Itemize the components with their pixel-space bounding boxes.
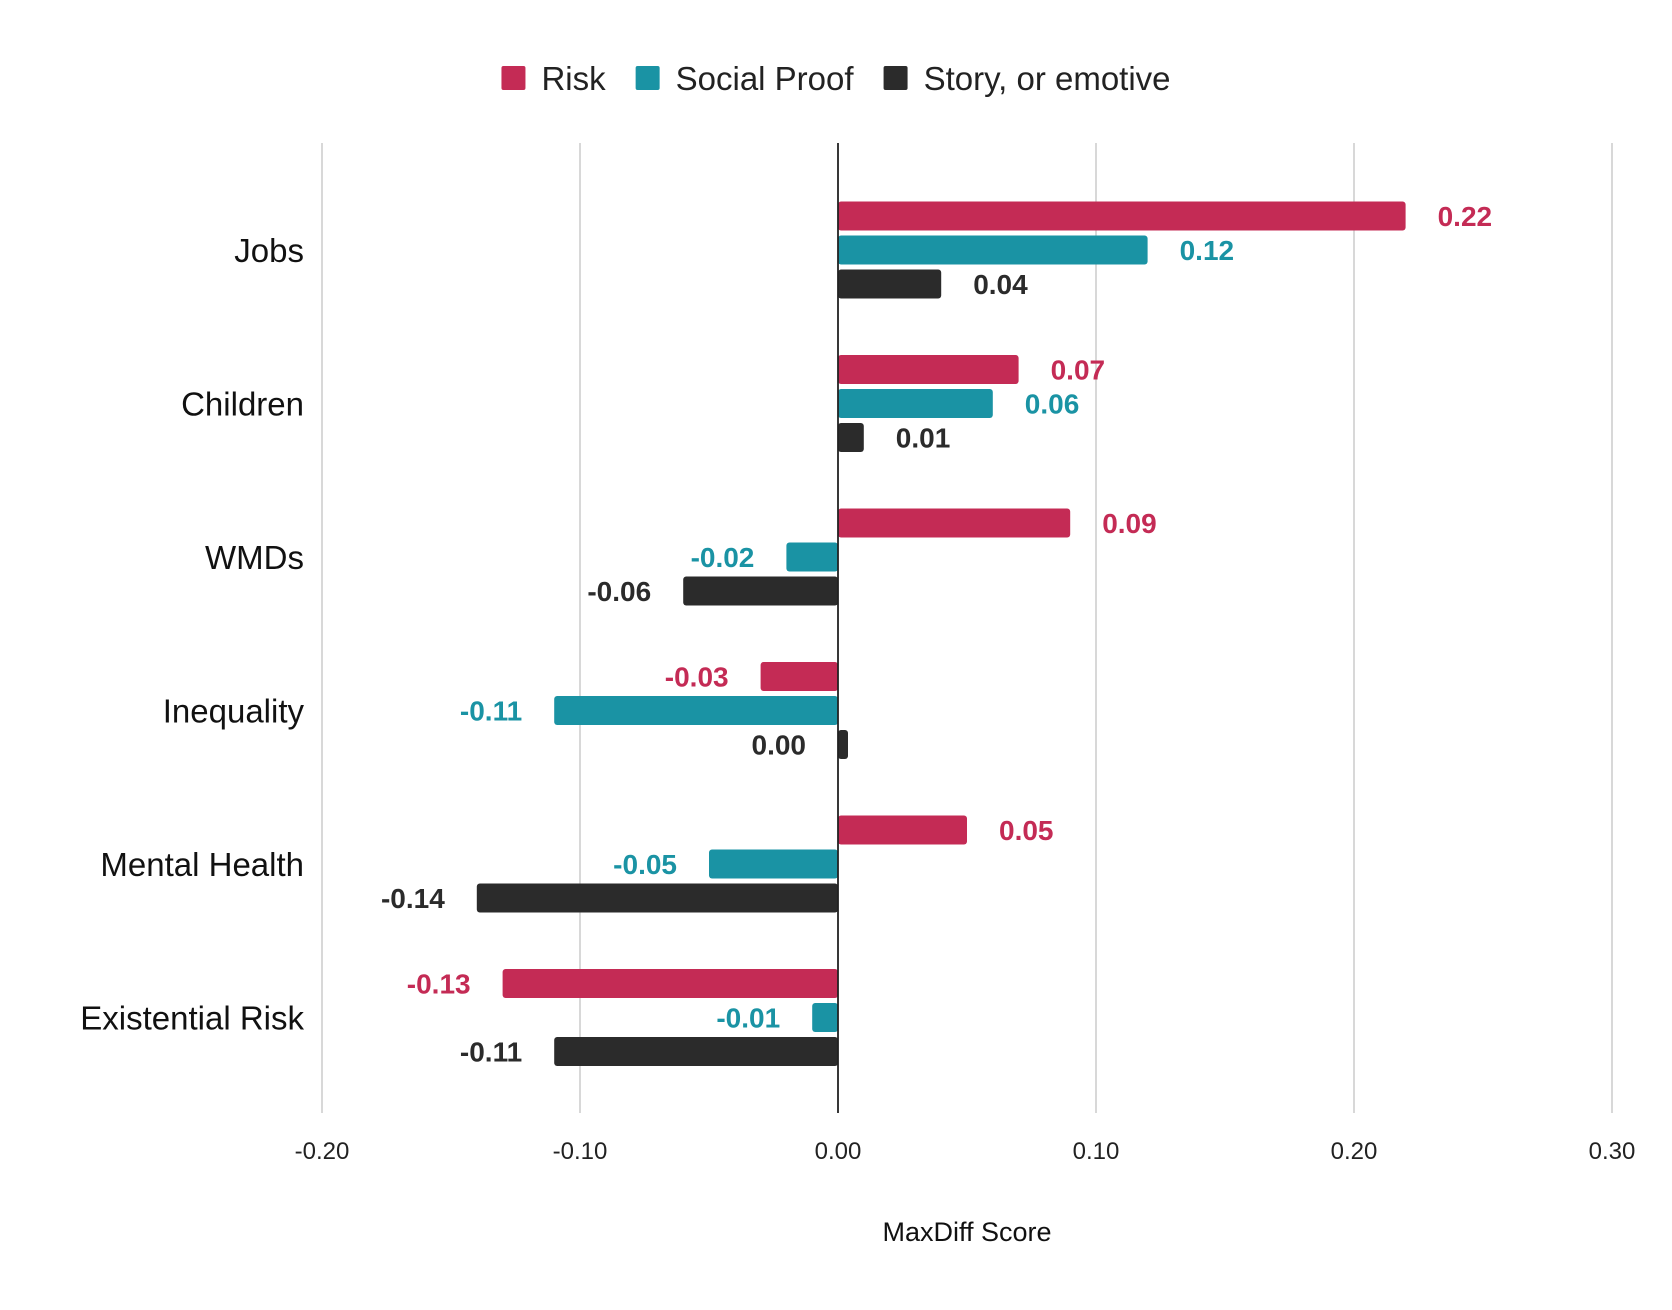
data-label-inequality-risk: -0.03	[665, 662, 729, 693]
category-labels: Jobs Children WMDs Inequality Mental Health E…	[80, 232, 304, 1037]
legend-swatch-risk	[501, 66, 526, 90]
bar-mental-health-social-proof	[709, 849, 838, 879]
data-label-children-story-or-emotive: 0.01	[896, 423, 951, 454]
legend-item-risk: Risk	[501, 60, 606, 97]
data-label-children-social-proof: 0.06	[1025, 389, 1080, 420]
legend-label-risk: Risk	[541, 60, 606, 97]
x-axis-title: MaxDiff Score	[882, 1217, 1051, 1247]
x-tick-labels: -0.20 -0.10 0.00 0.10 0.20 0.30	[295, 1138, 1636, 1165]
tick-label-0-30: 0.30	[1589, 1138, 1636, 1165]
data-label-mental-health-social-proof: -0.05	[613, 849, 677, 880]
data-label-inequality-social-proof: -0.11	[460, 696, 522, 727]
data-label-existential-risk-story-or-emotive: -0.11	[460, 1037, 522, 1068]
category-label-existential-risk: Existential Risk	[80, 1000, 304, 1037]
bars	[476, 201, 1406, 1066]
category-label-mental-health: Mental Health	[100, 846, 304, 883]
legend-item-story-or-emotive: Story, or emotive	[883, 60, 1171, 97]
category-label-children: Children	[181, 386, 304, 423]
data-label-jobs-risk: 0.22	[1438, 201, 1493, 232]
gridlines	[321, 143, 1613, 1113]
bar-wmds-story-or-emotive	[683, 576, 838, 606]
tick-label-0-20: -0.20	[295, 1138, 350, 1165]
bar-inequality-social-proof	[554, 696, 838, 725]
bar-jobs-social-proof	[838, 235, 1148, 265]
data-labels: 0.22 0.12 0.04 0.070.06 0.01 0.09 -0.02 -0.06 -0…	[381, 201, 1492, 1068]
legend-item-social-proof: Social Proof	[635, 60, 855, 97]
data-label-existential-risk-risk: -0.13	[407, 969, 471, 1000]
tick-label-0-20: 0.20	[1331, 1138, 1378, 1165]
bar-jobs-risk	[838, 201, 1406, 231]
data-label-children-risk: 0.07	[1051, 355, 1106, 386]
bar-jobs-story-or-emotive	[838, 269, 942, 299]
bar-existential-risk-story-or-emotive	[554, 1037, 838, 1066]
data-label-jobs-story-or-emotive: 0.04	[973, 269, 1028, 300]
bar-mental-health-story-or-emotive	[476, 883, 838, 913]
tick-label-0-00: 0.00	[815, 1138, 862, 1165]
bar-inequality-story-or-emotive	[838, 730, 848, 759]
data-label-inequality-story-or-emotive: 0.00	[752, 730, 807, 761]
category-label-inequality: Inequality	[163, 693, 305, 730]
bar-mental-health-risk	[838, 815, 967, 845]
legend-label-story-or-emotive: Story, or emotive	[924, 60, 1171, 97]
data-label-wmds-social-proof: -0.02	[691, 542, 755, 573]
tick-label-0-10: -0.10	[553, 1138, 608, 1165]
bar-inequality-risk	[760, 662, 838, 691]
legend: Risk Social Proof Story, or emotive	[501, 60, 1171, 97]
tick-label-0-10: 0.10	[1073, 1138, 1120, 1165]
data-label-wmds-story-or-emotive: -0.06	[587, 576, 651, 607]
bar-existential-risk-risk	[502, 969, 838, 998]
category-label-jobs: Jobs	[234, 232, 304, 269]
legend-swatch-story-or-emotive	[883, 66, 908, 90]
category-label-wmds: WMDs	[205, 539, 304, 576]
data-label-wmds-risk: 0.09	[1102, 508, 1157, 539]
data-label-mental-health-story-or-emotive: -0.14	[381, 883, 445, 914]
legend-swatch-social-proof	[635, 66, 660, 90]
data-label-jobs-social-proof: 0.12	[1180, 235, 1235, 266]
bar-children-social-proof	[838, 389, 993, 418]
data-label-mental-health-risk: 0.05	[999, 815, 1054, 846]
bar-children-story-or-emotive	[838, 423, 864, 452]
bar-children-risk	[838, 355, 1019, 384]
data-label-existential-risk-social-proof: -0.01	[716, 1003, 780, 1034]
bar-wmds-risk	[838, 508, 1071, 538]
bar-existential-risk-social-proof	[812, 1003, 838, 1032]
legend-label-social-proof: Social Proof	[676, 60, 855, 97]
bar-wmds-social-proof	[786, 542, 838, 572]
